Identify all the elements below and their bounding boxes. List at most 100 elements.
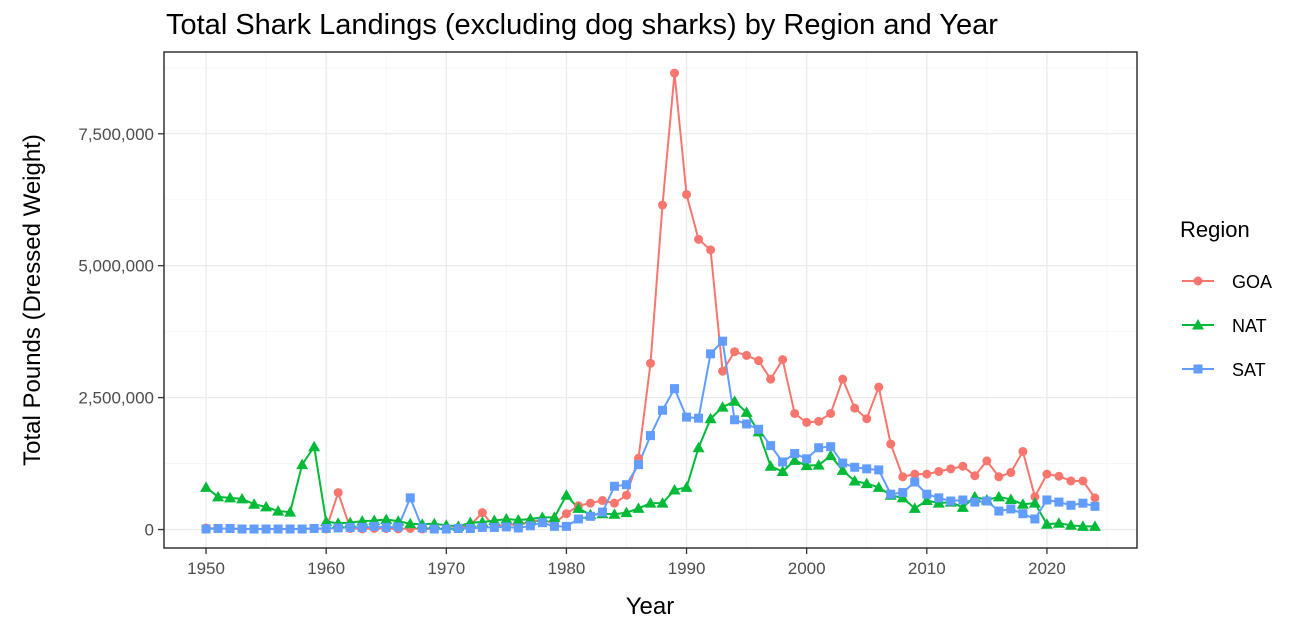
data-point-nat <box>488 514 501 526</box>
data-point-nat <box>380 513 393 525</box>
data-point-nat <box>740 406 753 417</box>
data-point-sat <box>754 424 764 434</box>
data-point-sat <box>1090 501 1100 511</box>
data-point-sat <box>573 514 583 524</box>
data-point-nat <box>788 454 801 465</box>
data-point-sat <box>297 524 307 534</box>
data-point-sat <box>658 405 668 415</box>
data-point-nat <box>728 395 741 406</box>
data-point-sat <box>237 524 247 534</box>
data-point-sat <box>814 443 824 453</box>
data-point-nat <box>236 492 249 504</box>
legend-marker-sat <box>1193 364 1203 374</box>
data-point-sat <box>946 496 956 506</box>
data-point-sat <box>213 523 223 533</box>
data-point-nat <box>908 502 921 513</box>
data-point-sat <box>898 488 908 498</box>
data-point-sat <box>886 489 896 499</box>
data-point-goa <box>862 414 872 424</box>
data-point-nat <box>932 497 945 508</box>
plot-border <box>163 51 1138 549</box>
data-point-sat <box>1018 509 1028 519</box>
data-point-sat <box>441 524 451 534</box>
data-point-sat <box>477 522 487 532</box>
data-point-sat <box>501 522 511 532</box>
data-point-sat <box>417 523 427 533</box>
data-point-nat <box>560 489 573 500</box>
data-point-nat <box>572 502 585 513</box>
data-point-nat <box>836 464 849 475</box>
data-point-sat <box>465 523 475 533</box>
data-point-nat <box>668 483 681 495</box>
data-point-nat <box>1052 517 1065 528</box>
data-point-nat <box>1088 520 1101 531</box>
data-point-sat <box>862 464 872 474</box>
legend-item-sat: SAT <box>1182 360 1266 380</box>
legend-label-nat: NAT <box>1232 316 1267 336</box>
data-point-sat <box>934 493 944 503</box>
data-point-sat <box>369 521 379 531</box>
data-point-nat <box>500 512 513 524</box>
legend-marker-goa <box>1193 276 1203 286</box>
data-point-nat <box>548 511 561 522</box>
data-point-nat <box>896 491 909 503</box>
data-point-nat <box>608 508 621 519</box>
data-point-goa <box>609 498 619 508</box>
data-point-sat <box>1054 497 1064 507</box>
legend-label-goa: GOA <box>1232 272 1272 292</box>
data-point-sat <box>561 521 571 531</box>
legend-marker-nat <box>1192 319 1204 330</box>
y-axis: 0 2,500,000 5,000,000 7,500,000 <box>78 125 164 540</box>
data-point-nat <box>824 449 837 461</box>
data-point-sat <box>621 480 631 490</box>
data-point-sat <box>826 442 836 452</box>
data-point-nat <box>920 494 933 506</box>
data-point-goa <box>826 408 836 418</box>
legend-label-sat: SAT <box>1232 360 1266 380</box>
data-point-sat <box>802 454 812 464</box>
data-point-nat <box>296 458 309 470</box>
data-point-sat <box>453 523 463 533</box>
data-point-goa <box>694 234 704 244</box>
data-point-goa <box>658 200 668 210</box>
data-point-sat <box>958 495 968 505</box>
y-tick-label: 5,000,000 <box>78 257 154 276</box>
data-point-goa <box>561 509 571 519</box>
data-point-nat <box>248 498 261 509</box>
data-point-sat <box>321 523 331 533</box>
data-point-goa <box>718 366 728 376</box>
data-point-goa <box>1066 476 1076 486</box>
x-tick-label: 2000 <box>788 559 826 578</box>
legend-item-nat: NAT <box>1182 316 1267 336</box>
data-point-goa <box>838 374 848 384</box>
data-point-sat <box>778 457 788 467</box>
data-point-nat <box>764 460 777 471</box>
data-point-goa <box>1054 471 1064 481</box>
data-point-sat <box>982 496 992 506</box>
data-point-sat <box>405 493 415 503</box>
data-point-sat <box>910 477 920 487</box>
x-tick-label: 2020 <box>1028 559 1066 578</box>
data-point-sat <box>513 523 523 533</box>
data-point-goa <box>994 472 1004 482</box>
data-point-sat <box>333 523 343 533</box>
data-point-goa <box>790 408 800 418</box>
data-point-goa <box>621 490 631 500</box>
data-point-nat <box>284 506 297 517</box>
data-point-goa <box>597 496 607 506</box>
data-point-goa <box>1090 493 1100 503</box>
data-point-sat <box>597 507 607 517</box>
data-point-sat <box>285 524 295 534</box>
data-point-nat <box>632 502 645 513</box>
data-point-sat <box>633 460 643 470</box>
data-point-sat <box>718 336 728 346</box>
data-point-goa <box>333 488 343 498</box>
data-point-sat <box>646 431 655 441</box>
data-point-goa <box>814 416 824 426</box>
data-point-sat <box>1042 495 1052 505</box>
data-point-nat <box>1064 519 1077 530</box>
data-point-nat <box>1028 497 1041 508</box>
data-point-nat <box>1016 498 1029 509</box>
chart-title: Total Shark Landings (excluding dog shar… <box>166 9 998 41</box>
data-point-sat <box>525 521 535 531</box>
